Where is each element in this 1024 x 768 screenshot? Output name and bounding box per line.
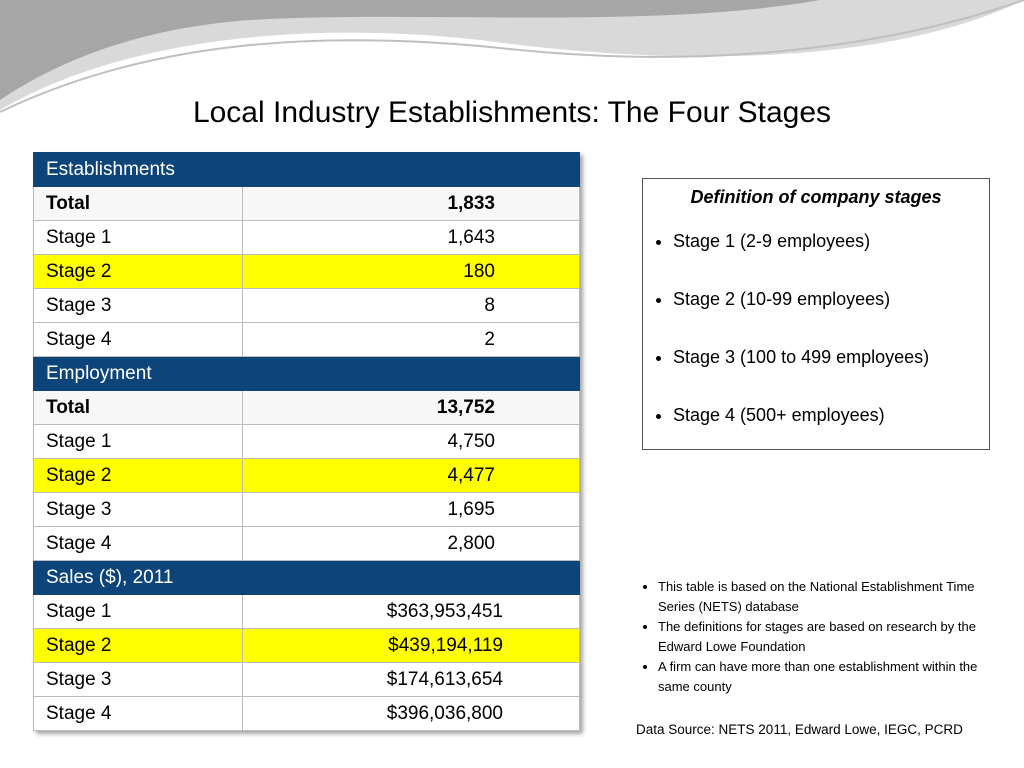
label-cell: Stage 3 xyxy=(33,492,243,527)
definitions-title: Definition of company stages xyxy=(690,187,942,207)
row: Stage 2 $439,194,119 xyxy=(33,628,580,663)
label-cell: Stage 2 xyxy=(33,254,243,289)
value-cell: $396,036,800 xyxy=(242,696,580,731)
value-cell: 4,477 xyxy=(242,458,580,493)
label-cell: Stage 2 xyxy=(33,458,243,493)
definition-item: Stage 2 (10-99 employees) xyxy=(673,288,989,310)
value-cell: 1,695 xyxy=(242,492,580,527)
section-header: Employment xyxy=(33,356,580,391)
row: Stage 1 4,750 xyxy=(33,424,580,459)
label-cell: Stage 4 xyxy=(33,322,243,357)
value-cell: 4,750 xyxy=(242,424,580,459)
header-cell: Employment xyxy=(33,356,580,391)
swoosh-dark xyxy=(0,0,820,100)
slide-title: Local Industry Establishments: The Four … xyxy=(192,96,832,129)
value-cell: $439,194,119 xyxy=(242,628,580,663)
value-cell: 13,752 xyxy=(242,390,580,425)
label-cell: Stage 2 xyxy=(33,628,243,663)
header-cell: Establishments xyxy=(33,152,580,187)
value-cell: 1,833 xyxy=(242,186,580,221)
definitions-list: Stage 1 (2-9 employees) Stage 2 (10-99 e… xyxy=(643,230,989,426)
background-swoosh xyxy=(0,0,1024,113)
label-cell: Stage 4 xyxy=(33,526,243,561)
row: Stage 4 2,800 xyxy=(33,526,580,561)
label-cell: Stage 3 xyxy=(33,288,243,323)
row: Stage 2 180 xyxy=(33,254,580,289)
note: A firm can have more than one establishm… xyxy=(658,657,1008,697)
label-cell: Stage 1 xyxy=(33,424,243,459)
label-cell: Total xyxy=(33,390,243,425)
definitions-box: Definition of company stages Stage 1 (2-… xyxy=(642,178,990,450)
note: This table is based on the National Esta… xyxy=(658,577,1008,617)
swoosh-light xyxy=(0,0,1024,110)
label-cell: Total xyxy=(33,186,243,221)
value-cell: 2 xyxy=(242,322,580,357)
row: Stage 2 4,477 xyxy=(33,458,580,493)
notes-list: This table is based on the National Esta… xyxy=(628,577,1008,697)
row: Stage 3 $174,613,654 xyxy=(33,662,580,697)
row: Total 13,752 xyxy=(33,390,580,425)
row: Stage 3 1,695 xyxy=(33,492,580,527)
value-cell: $174,613,654 xyxy=(242,662,580,697)
label-cell: Stage 1 xyxy=(33,220,243,255)
data-table: Establishments Total 1,833 Stage 1 1,643 S… xyxy=(33,152,580,731)
section-header: Establishments xyxy=(33,152,580,187)
value-cell: $363,953,451 xyxy=(242,594,580,629)
value-cell: 8 xyxy=(242,288,580,323)
value-cell: 2,800 xyxy=(242,526,580,561)
value-cell: 1,643 xyxy=(242,220,580,255)
row: Stage 4 $396,036,800 xyxy=(33,696,580,731)
definition-item: Stage 3 (100 to 499 employees) xyxy=(673,346,989,368)
definition-item: Stage 1 (2-9 employees) xyxy=(673,230,989,252)
note: The definitions for stages are based on … xyxy=(658,617,1008,657)
header-cell: Sales ($), 2011 xyxy=(33,560,580,595)
row: Total 1,833 xyxy=(33,186,580,221)
section-header: Sales ($), 2011 xyxy=(33,560,580,595)
swoosh-line xyxy=(0,0,1024,113)
value-cell: 180 xyxy=(242,254,580,289)
row: Stage 1 $363,953,451 xyxy=(33,594,580,629)
label-cell: Stage 1 xyxy=(33,594,243,629)
row: Stage 1 1,643 xyxy=(33,220,580,255)
label-cell: Stage 4 xyxy=(33,696,243,731)
data-source: Data Source: NETS 2011, Edward Lowe, IEG… xyxy=(636,722,963,737)
label-cell: Stage 3 xyxy=(33,662,243,697)
definition-item: Stage 4 (500+ employees) xyxy=(673,404,989,426)
